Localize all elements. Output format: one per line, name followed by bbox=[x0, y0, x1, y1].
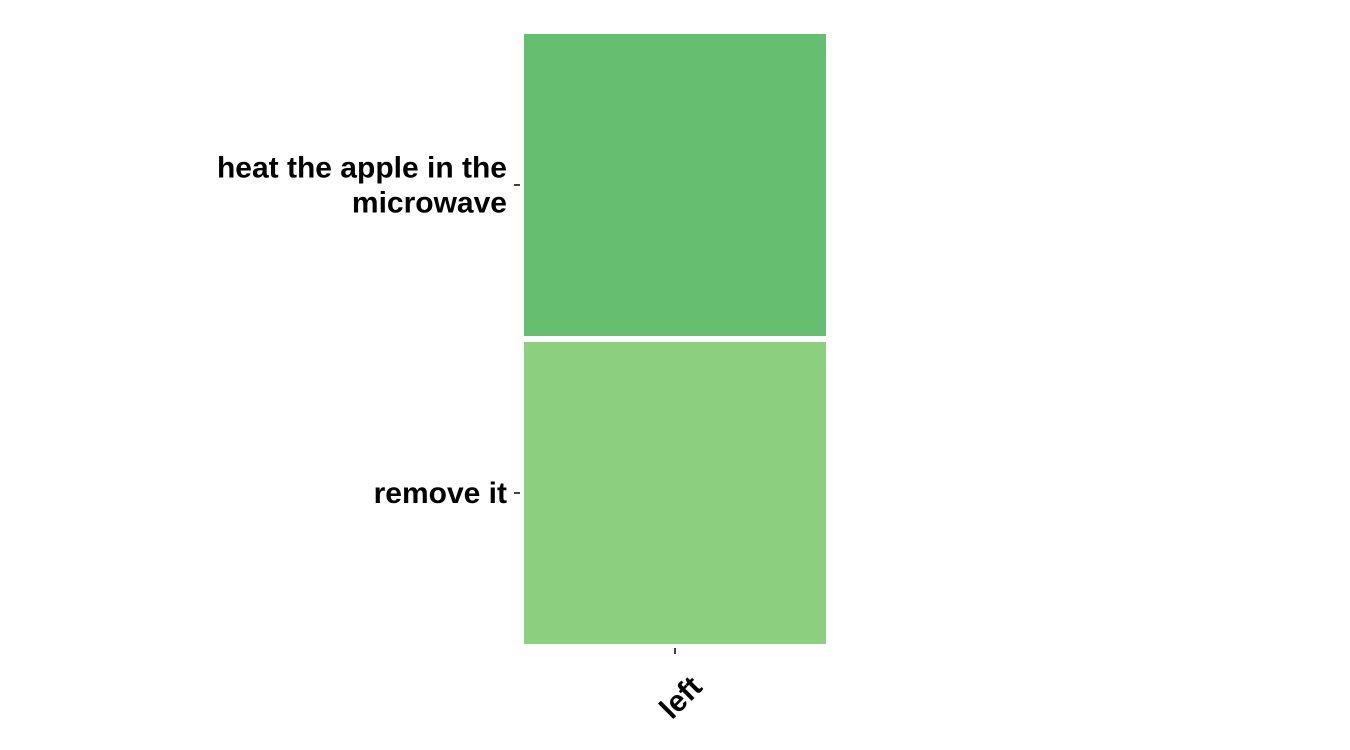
y-axis: heat the apple in the microwave remove it bbox=[217, 152, 520, 510]
heatmap-cell-0-0 bbox=[524, 34, 826, 336]
x-axis: left bbox=[654, 648, 709, 725]
y-tick-label: heat the apple in the microwave bbox=[217, 152, 507, 220]
x-tick-label: left bbox=[654, 670, 709, 725]
y-tick-label: remove it bbox=[374, 477, 507, 510]
heatmap-cells bbox=[524, 34, 826, 644]
heatmap-cell-1-0 bbox=[524, 342, 826, 644]
